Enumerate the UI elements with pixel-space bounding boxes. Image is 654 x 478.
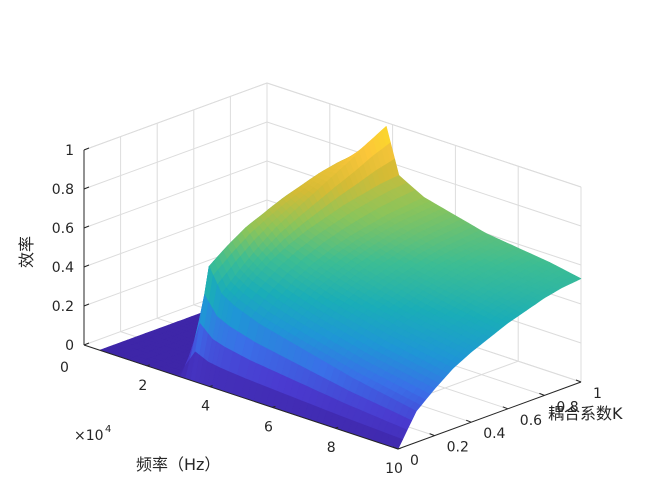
box-top-back xyxy=(83,82,268,151)
x-tick-mark xyxy=(272,405,276,408)
z-tick-mark xyxy=(83,225,90,229)
gridline-back-z xyxy=(83,160,268,229)
gridline-side-z xyxy=(266,121,582,227)
x-tick-mark xyxy=(397,447,402,450)
y-tick-label: 0.8 xyxy=(556,399,578,415)
x-axis-line xyxy=(83,344,399,450)
y-axis-title: 耦合系数K xyxy=(548,404,623,423)
x-tick-mark xyxy=(146,364,150,367)
efficiency-surface xyxy=(99,126,582,450)
axes xyxy=(83,147,582,450)
x-tick-label: 6 xyxy=(264,419,273,435)
svg-text:×10: ×10 xyxy=(74,428,104,444)
z-tick-label: 0.4 xyxy=(52,260,74,276)
y-tick-mark xyxy=(392,446,399,450)
y-tick-label: 0.2 xyxy=(447,440,469,456)
y-tick-mark xyxy=(502,406,508,410)
y-axis-line xyxy=(397,381,582,450)
gridline-back-z xyxy=(83,199,268,268)
x-tick-mark xyxy=(209,385,213,388)
y-tick-label: 0.4 xyxy=(483,426,505,442)
z-tick-label: 1 xyxy=(65,143,74,159)
corner-zero-label: 0 xyxy=(60,360,69,376)
x-tick-label: 4 xyxy=(201,399,210,415)
z-tick-mark xyxy=(83,147,90,151)
box-top-side xyxy=(266,82,582,188)
z-tick-label: 0.2 xyxy=(52,299,74,315)
y-tick-mark xyxy=(539,392,545,396)
z-tick-mark xyxy=(83,342,90,346)
y-tick-mark xyxy=(429,433,435,437)
z-tick-label: 0.8 xyxy=(52,182,74,198)
z-tick-label: 0.6 xyxy=(52,221,74,237)
z-tick-mark xyxy=(83,186,90,190)
x-tick-label: 10 xyxy=(385,461,403,477)
x-axis-multiplier: ×10 4 xyxy=(74,424,111,444)
x-tick-label: 2 xyxy=(138,378,147,394)
y-tick-label: 0.6 xyxy=(520,413,542,429)
y-tick-mark xyxy=(575,379,582,383)
y-tick-label: 1 xyxy=(593,386,602,402)
z-tick-label: 0 xyxy=(65,338,74,354)
gridline-back-z xyxy=(83,121,268,190)
x-tick-label: 8 xyxy=(327,440,336,456)
z-tick-mark xyxy=(83,264,90,268)
z-tick-mark xyxy=(83,303,90,307)
x-axis-title: 频率（Hz） xyxy=(136,455,220,474)
y-tick-mark xyxy=(466,419,472,423)
z-axis-title: 效率 xyxy=(17,236,36,268)
y-tick-label: 0 xyxy=(410,453,419,469)
x-tick-mark xyxy=(335,426,339,429)
svg-text:4: 4 xyxy=(105,424,111,435)
tick-labels: 0 0.2 0.4 0.6 0.8 1 2 4 6 8 10 0 0.2 0.4 0.6 0.8 1 xyxy=(52,143,602,477)
